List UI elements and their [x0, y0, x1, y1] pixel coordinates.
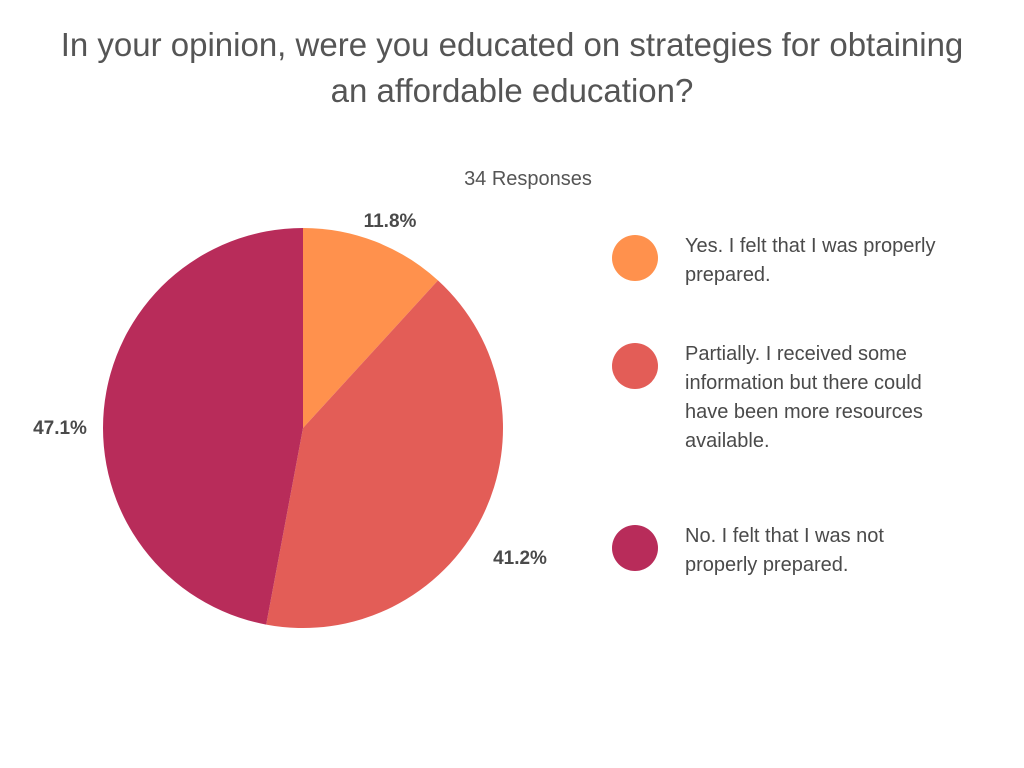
legend-label-yes: Yes. I felt that I was properly prepared… — [685, 235, 936, 286]
legend-item-no: No. I felt that I was not properly prepa… — [612, 522, 942, 580]
pct-label-no: 47.1% — [33, 418, 87, 439]
legend-item-partially: Partially. I received some information b… — [612, 340, 942, 522]
legend-item-yes: Yes. I felt that I was properly prepared… — [612, 232, 942, 340]
slice-partially — [266, 280, 504, 629]
chart-title: In your opinion, were you educated on st… — [60, 26, 964, 109]
legend-swatch-yes — [612, 235, 658, 281]
legend-label-partially: Partially. I received some information b… — [685, 343, 923, 452]
pct-label-yes: 11.8% — [364, 211, 417, 232]
slice-no — [102, 228, 303, 625]
legend: Yes. I felt that I was properly prepared… — [612, 232, 942, 580]
legend-label-no: No. I felt that I was not properly prepa… — [685, 525, 884, 576]
slice-yes — [303, 228, 438, 428]
pct-label-partially: 41.2% — [493, 548, 547, 569]
legend-swatch-partially — [612, 343, 658, 389]
legend-swatch-no — [612, 525, 658, 571]
chart-subtitle: 34 Responses — [464, 168, 592, 190]
